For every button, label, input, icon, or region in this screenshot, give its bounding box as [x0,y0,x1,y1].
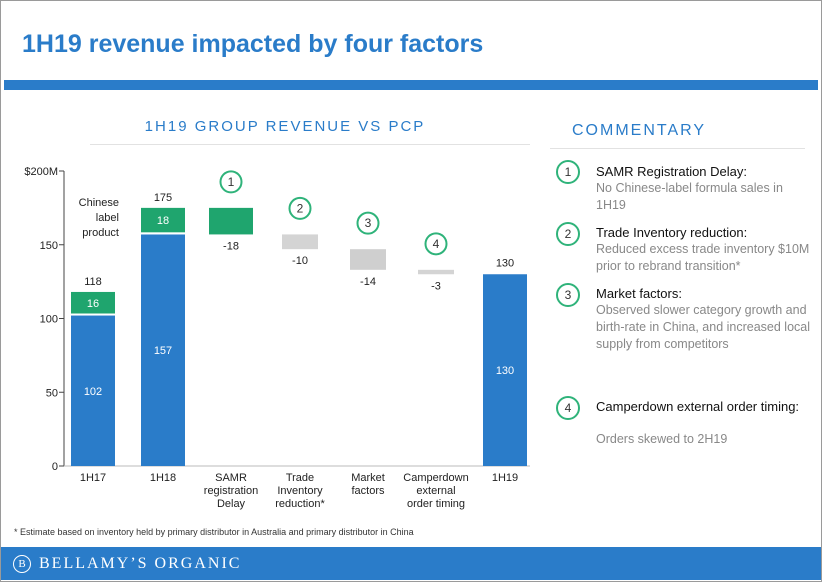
number-badge: 3 [556,283,580,307]
x-tick-label: 1H18 [150,472,176,484]
factor-marker [424,232,448,256]
brand-name: BELLAMY’S ORGANIC [39,555,242,572]
number-badge: 2 [556,222,580,246]
factor-marker [356,211,380,235]
change-bar [209,207,253,235]
change-bar [282,234,318,250]
bar-segment [483,274,527,466]
bar-segment [141,234,185,466]
commentary-title: COMMENTARY [572,122,707,139]
change-label: -18 [223,240,239,252]
bar-segment [141,207,185,233]
y-tick-label: 100 [40,314,58,326]
slide-title: 1H19 revenue impacted by four factors [22,30,484,58]
commentary-text: Orders skewed to 2H19 [596,432,728,446]
commentary-rule [550,148,805,149]
total-label: 130 [496,257,514,269]
y-tick-label: 0 [52,461,58,473]
data-label: 18 [157,215,169,227]
x-tick-label: Trade Inventory reduction* [275,472,325,510]
change-bar [418,269,454,275]
factor-marker-number: 2 [297,201,304,215]
bar-segment [71,315,115,466]
commentary-heading: Trade Inventory reduction: [596,225,748,240]
commentary-text: Observed slower category growth and birt… [596,303,811,351]
x-tick-label: SAMR registration Delay [204,472,258,510]
title-band [4,80,818,90]
x-tick-label: Market factors [351,472,385,497]
total-label: 175 [154,192,172,204]
number-badge: 4 [556,396,580,420]
factor-marker-number: 4 [433,237,440,251]
factor-marker [219,170,243,194]
data-label: 130 [496,365,514,377]
chart-title-rule [90,144,530,145]
chinese-label-annotation: Chinese label product [79,197,119,239]
data-label: 157 [154,345,172,357]
change-label: -3 [431,280,441,292]
brand-logo-icon: B [13,555,31,573]
change-bar [350,249,386,270]
footnote: * Estimate based on inventory held by pr… [14,527,414,537]
commentary-heading: Market factors: [596,286,682,301]
x-tick-label: 1H17 [80,472,106,484]
y-tick-label: 150 [40,240,58,252]
factor-marker-number: 1 [228,175,235,189]
x-tick-label: Camperdown external order timing [403,472,468,510]
commentary-heading: Camperdown external order timing: [596,399,800,414]
x-tick-label: 1H19 [492,472,518,484]
data-label: 16 [87,298,99,310]
bar-segment [71,291,115,314]
y-tick-label: $200M [24,166,58,178]
factor-marker [288,196,312,220]
commentary-text: Reduced excess trade inventory $10M prio… [596,242,810,273]
footer-band: B BELLAMY’S ORGANIC [1,547,821,580]
commentary-heading: SAMR Registration Delay: [596,164,747,179]
data-label: 102 [84,386,102,398]
total-label: 118 [84,276,102,288]
number-badge: 1 [556,160,580,184]
chart-title: 1H19 GROUP REVENUE VS PCP [144,118,426,135]
factor-marker-number: 3 [365,216,372,230]
change-label: -10 [292,255,308,267]
commentary-text: No Chinese-label formula sales in 1H19 [596,181,783,212]
y-tick-label: 50 [46,387,58,399]
waterfall-chart: 0 50 100 150 $200M 1H17 1H18 SAMR registration De… [24,166,530,510]
change-label: -14 [360,276,376,288]
